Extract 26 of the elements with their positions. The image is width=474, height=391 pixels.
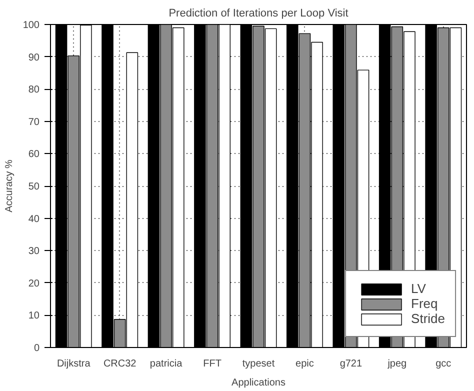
legend-label: LV <box>411 281 427 296</box>
y-tick-label: 10 <box>28 310 40 322</box>
x-tick-label: FFT <box>203 358 222 370</box>
x-tick-label: typeset <box>242 358 275 370</box>
legend-label: Stride <box>411 311 445 326</box>
x-tick-label: gcc <box>436 358 452 370</box>
y-tick-label: 50 <box>28 182 40 192</box>
legend-label: Freq <box>411 296 438 311</box>
y-tick-label: 100 <box>22 20 40 31</box>
x-axis-title: Applications <box>232 378 286 388</box>
x-tick-label: CRC32 <box>103 358 137 370</box>
x-tick-label: Dijkstra <box>56 358 91 370</box>
x-tick-label: patricia <box>150 358 183 370</box>
y-tick-label: 80 <box>28 84 40 96</box>
x-tick-label: g721 <box>340 358 363 370</box>
x-tick-label: epic <box>296 358 314 370</box>
chart-title: Prediction of Iterations per Loop Visit <box>168 8 348 20</box>
y-tick-label: 40 <box>28 214 40 225</box>
y-tick-label: 0 <box>34 343 40 354</box>
y-tick-label: 30 <box>28 246 40 258</box>
y-tick-label: 20 <box>28 278 40 290</box>
y-tick-label: 90 <box>28 52 40 64</box>
x-tick-label: jpeg <box>386 358 407 370</box>
y-axis-title: Accuracy % <box>4 159 15 212</box>
y-tick-label: 60 <box>28 149 40 160</box>
y-tick-label: 70 <box>28 116 40 128</box>
